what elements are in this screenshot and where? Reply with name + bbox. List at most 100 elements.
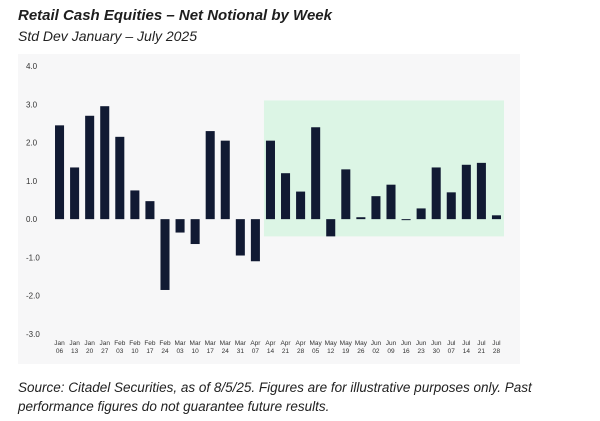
x-tick-month: Apr	[250, 340, 261, 347]
x-tick-month: Jun	[386, 340, 397, 347]
bar	[431, 167, 441, 220]
x-tick-day: 24	[161, 348, 169, 355]
y-tick-label: -3.0	[26, 330, 40, 339]
bar	[476, 162, 486, 220]
x-tick-month: Jun	[416, 340, 427, 347]
x-tick-day: 28	[493, 348, 501, 355]
bar	[265, 140, 275, 220]
x-tick-day: 16	[402, 348, 410, 355]
x-tick-day: 03	[116, 348, 124, 355]
x-tick-day: 21	[282, 348, 290, 355]
bar	[220, 140, 230, 220]
bar	[115, 136, 125, 220]
bar-chart: 4.03.02.01.00.0-1.0-2.0-3.0Jan06Jan13Jan…	[26, 62, 504, 355]
x-tick-month: Jun	[401, 340, 412, 347]
bar	[386, 184, 396, 220]
x-tick-month: Jun	[371, 340, 382, 347]
x-tick-day: 14	[463, 348, 471, 355]
x-tick-day: 06	[56, 348, 64, 355]
y-tick-label: -2.0	[26, 292, 40, 301]
bar	[55, 125, 65, 220]
x-tick-day: 07	[448, 348, 456, 355]
x-tick-month: Feb	[159, 340, 171, 347]
bar	[175, 219, 185, 233]
bar	[250, 219, 260, 262]
x-tick-day: 20	[86, 348, 94, 355]
bar	[145, 201, 155, 220]
bar	[311, 127, 321, 220]
x-tick-month: Jul	[477, 340, 486, 347]
x-tick-day: 31	[237, 348, 245, 355]
x-tick-day: 02	[372, 348, 380, 355]
chart-area: 4.0 3.0 2.0 1.0 0.0 -1.0 -2.0 -3.0 Jan 06 Jan 13 Jan…	[18, 54, 520, 364]
bar	[371, 196, 381, 220]
x-tick-day: 19	[342, 348, 350, 355]
bar	[130, 190, 140, 220]
x-tick-month: May	[325, 340, 338, 347]
x-tick-day: 28	[297, 348, 305, 355]
bar	[190, 219, 200, 245]
x-tick-month: Apr	[265, 340, 276, 347]
x-tick-month: Mar	[220, 340, 232, 347]
bar	[326, 219, 336, 237]
bar	[85, 115, 95, 220]
x-tick-day: 13	[71, 348, 79, 355]
x-tick-month: Mar	[235, 340, 247, 347]
x-tick-month: Apr	[280, 340, 291, 347]
bar	[401, 219, 411, 221]
x-tick-day: 14	[267, 348, 275, 355]
x-tick-day: 26	[357, 348, 365, 355]
y-tick-label: 1.0	[26, 177, 38, 186]
bar	[100, 106, 110, 220]
y-tick-label: -1.0	[26, 253, 40, 262]
bar	[205, 131, 215, 220]
x-tick-month: Jun	[431, 340, 442, 347]
x-tick-day: 07	[252, 348, 260, 355]
bar	[281, 173, 291, 220]
x-tick-month: Mar	[174, 340, 186, 347]
x-tick-month: May	[340, 340, 353, 347]
chart-title: Retail Cash Equities – Net Notional by W…	[18, 7, 332, 24]
x-tick-month: Mar	[205, 340, 217, 347]
x-tick-month: May	[355, 340, 368, 347]
bar	[461, 164, 471, 220]
bar	[160, 219, 170, 290]
x-tick-month: Mar	[190, 340, 202, 347]
bar	[341, 169, 351, 220]
x-tick-month: Jan	[99, 340, 110, 347]
x-tick-month: Jul	[447, 340, 456, 347]
x-tick-month: Jan	[69, 340, 80, 347]
x-tick-day: 17	[146, 348, 154, 355]
x-tick-month: Apr	[296, 340, 307, 347]
x-tick-day: 12	[327, 348, 335, 355]
chart-subtitle: Std Dev January – July 2025	[18, 28, 197, 44]
bar	[70, 167, 80, 220]
x-tick-month: Jul	[462, 340, 471, 347]
source-note: Source: Citadel Securities, as of 8/5/25…	[18, 380, 532, 414]
x-tick-month: Feb	[129, 340, 141, 347]
bar	[356, 217, 366, 220]
bar	[446, 192, 456, 220]
bar	[491, 215, 501, 220]
x-tick-day: 24	[222, 348, 230, 355]
y-tick-label: 2.0	[26, 139, 38, 148]
x-tick-day: 09	[387, 348, 395, 355]
x-tick-month: Jan	[54, 340, 65, 347]
x-tick-month: May	[310, 340, 323, 347]
y-tick-label: 4.0	[26, 62, 38, 71]
bar	[416, 208, 426, 220]
y-tick-label: 0.0	[26, 215, 38, 224]
x-tick-day: 10	[131, 348, 139, 355]
y-tick-label: 3.0	[26, 100, 38, 109]
x-tick-day: 23	[418, 348, 426, 355]
x-tick-day: 17	[207, 348, 215, 355]
x-tick-month: Feb	[114, 340, 126, 347]
bar	[235, 219, 245, 256]
x-tick-month: Jul	[492, 340, 501, 347]
x-tick-day: 30	[433, 348, 441, 355]
x-tick-day: 03	[176, 348, 184, 355]
x-tick-day: 10	[192, 348, 200, 355]
x-tick-day: 05	[312, 348, 320, 355]
x-tick-month: Feb	[144, 340, 156, 347]
x-tick-day: 27	[101, 348, 109, 355]
